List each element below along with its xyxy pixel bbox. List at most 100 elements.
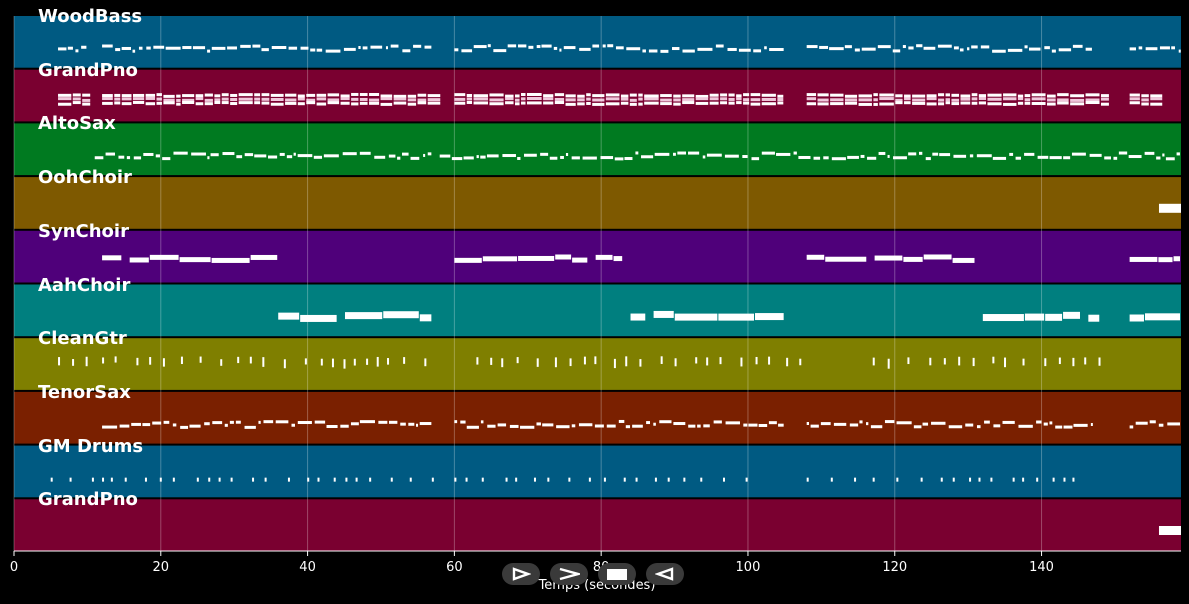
- note: [728, 101, 735, 105]
- note: [132, 97, 145, 101]
- note: [50, 477, 53, 482]
- note: [1058, 48, 1072, 52]
- note: [742, 155, 748, 159]
- note: [939, 153, 951, 157]
- track-label: WoodBass: [38, 6, 143, 27]
- note: [778, 423, 784, 427]
- note: [407, 98, 417, 102]
- stop-button[interactable]: [598, 563, 636, 585]
- note: [536, 45, 541, 49]
- note: [719, 357, 722, 365]
- note: [1055, 425, 1063, 429]
- note: [72, 101, 81, 105]
- note: [895, 101, 903, 105]
- note: [1129, 256, 1158, 262]
- x-tick-label: 120: [882, 560, 908, 575]
- note: [155, 154, 160, 158]
- note: [1098, 357, 1101, 366]
- note: [227, 46, 237, 50]
- note: [204, 93, 213, 97]
- fast-forward-button[interactable]: [550, 563, 588, 585]
- note: [163, 420, 170, 424]
- note: [142, 423, 151, 427]
- note: [755, 313, 784, 321]
- note: [1003, 97, 1017, 101]
- note: [191, 152, 206, 156]
- note: [896, 421, 912, 425]
- note: [359, 101, 368, 105]
- note: [987, 102, 1002, 106]
- note: [505, 101, 514, 105]
- note: [992, 49, 1006, 53]
- play-button[interactable]: [502, 563, 540, 585]
- note: [987, 93, 1002, 97]
- note: [230, 102, 238, 106]
- note: [571, 156, 580, 160]
- note: [501, 358, 504, 368]
- note: [653, 422, 656, 426]
- note: [1024, 94, 1031, 98]
- note: [380, 102, 393, 106]
- note: [235, 420, 241, 424]
- note: [1003, 93, 1017, 97]
- note: [427, 152, 432, 156]
- note: [94, 156, 104, 160]
- note: [858, 102, 872, 106]
- note: [136, 357, 139, 366]
- note: [279, 152, 285, 156]
- note: [518, 255, 555, 261]
- note: [736, 97, 742, 101]
- note: [487, 424, 496, 428]
- note: [592, 98, 605, 102]
- note: [1072, 477, 1075, 482]
- note: [720, 93, 728, 97]
- note: [102, 94, 113, 98]
- note: [482, 256, 518, 262]
- note: [297, 102, 305, 106]
- note: [176, 102, 181, 106]
- note: [750, 98, 761, 102]
- note: [635, 477, 638, 482]
- note: [1002, 420, 1015, 424]
- note: [980, 45, 990, 49]
- note: [1072, 44, 1083, 48]
- note: [326, 425, 338, 429]
- note: [220, 359, 223, 366]
- note: [872, 477, 875, 482]
- note: [473, 97, 488, 101]
- note: [313, 155, 323, 159]
- note: [879, 102, 894, 106]
- note: [688, 424, 696, 428]
- note: [913, 425, 922, 429]
- note: [230, 477, 233, 482]
- note: [847, 155, 859, 159]
- track-label: OohChoir: [38, 167, 132, 189]
- note: [702, 155, 706, 159]
- note: [1049, 156, 1062, 160]
- note: [489, 93, 504, 97]
- note: [316, 102, 327, 106]
- note: [1057, 98, 1069, 102]
- note: [588, 477, 591, 482]
- note: [172, 477, 175, 482]
- x-tick-label: 60: [446, 560, 463, 575]
- note: [533, 477, 536, 482]
- rewind-button[interactable]: [646, 563, 684, 585]
- note: [969, 154, 974, 158]
- note: [849, 423, 859, 427]
- track-lane: [14, 338, 1181, 390]
- note: [952, 477, 955, 482]
- note: [951, 98, 960, 102]
- note: [340, 101, 350, 105]
- note: [132, 49, 136, 53]
- note: [786, 357, 789, 367]
- note: [958, 356, 961, 366]
- track-label: TenorSax: [38, 381, 131, 403]
- note: [586, 93, 591, 97]
- note: [359, 420, 375, 424]
- note: [877, 45, 891, 49]
- note: [72, 93, 81, 97]
- track-label: CleanGtr: [38, 328, 127, 350]
- note: [431, 477, 434, 482]
